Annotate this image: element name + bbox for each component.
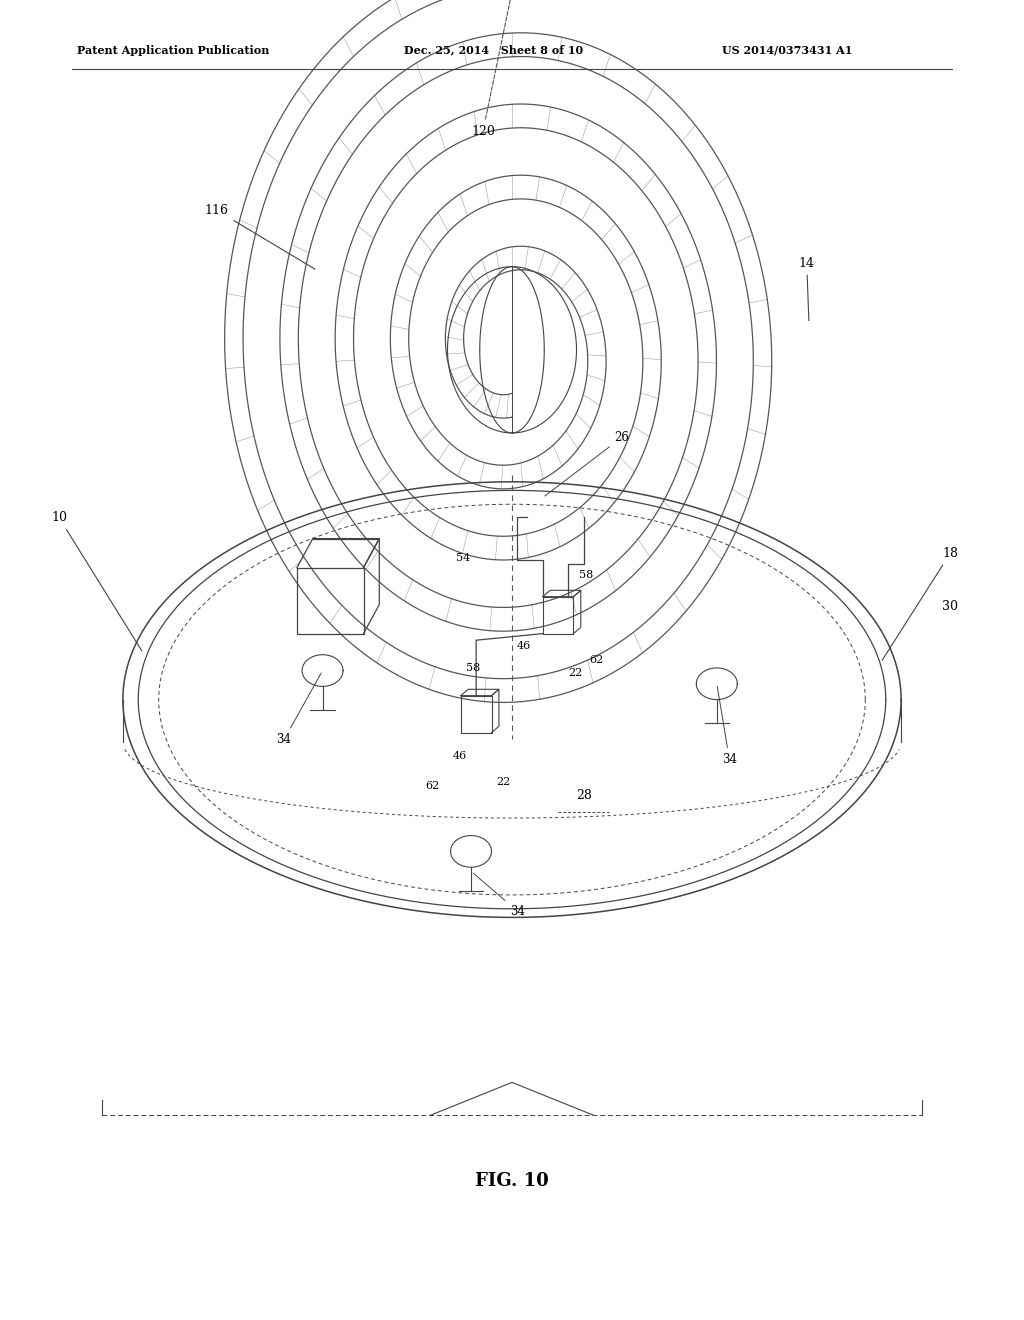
Text: 22: 22 bbox=[568, 668, 583, 678]
Text: 116: 116 bbox=[205, 203, 315, 269]
Text: 54: 54 bbox=[456, 553, 470, 564]
Text: 62: 62 bbox=[589, 655, 603, 665]
Text: 58: 58 bbox=[579, 570, 593, 581]
Text: 34: 34 bbox=[473, 873, 525, 917]
Text: Patent Application Publication: Patent Application Publication bbox=[77, 45, 269, 55]
Text: 34: 34 bbox=[276, 673, 322, 746]
Text: 22: 22 bbox=[497, 777, 511, 788]
Text: 34: 34 bbox=[717, 686, 737, 766]
Text: 10: 10 bbox=[51, 511, 142, 651]
Text: 26: 26 bbox=[545, 430, 630, 496]
Text: US 2014/0373431 A1: US 2014/0373431 A1 bbox=[722, 45, 852, 55]
Text: 30: 30 bbox=[942, 599, 958, 612]
Text: 18: 18 bbox=[882, 546, 958, 660]
Text: 46: 46 bbox=[453, 751, 467, 762]
Text: 58: 58 bbox=[466, 663, 480, 673]
Text: 46: 46 bbox=[517, 642, 531, 652]
Text: 28: 28 bbox=[575, 788, 592, 801]
Text: 62: 62 bbox=[425, 781, 439, 792]
Text: FIG. 10: FIG. 10 bbox=[475, 1172, 549, 1191]
Text: Dec. 25, 2014   Sheet 8 of 10: Dec. 25, 2014 Sheet 8 of 10 bbox=[404, 45, 584, 55]
Text: 120: 120 bbox=[471, 0, 516, 137]
Text: 14: 14 bbox=[799, 256, 815, 321]
